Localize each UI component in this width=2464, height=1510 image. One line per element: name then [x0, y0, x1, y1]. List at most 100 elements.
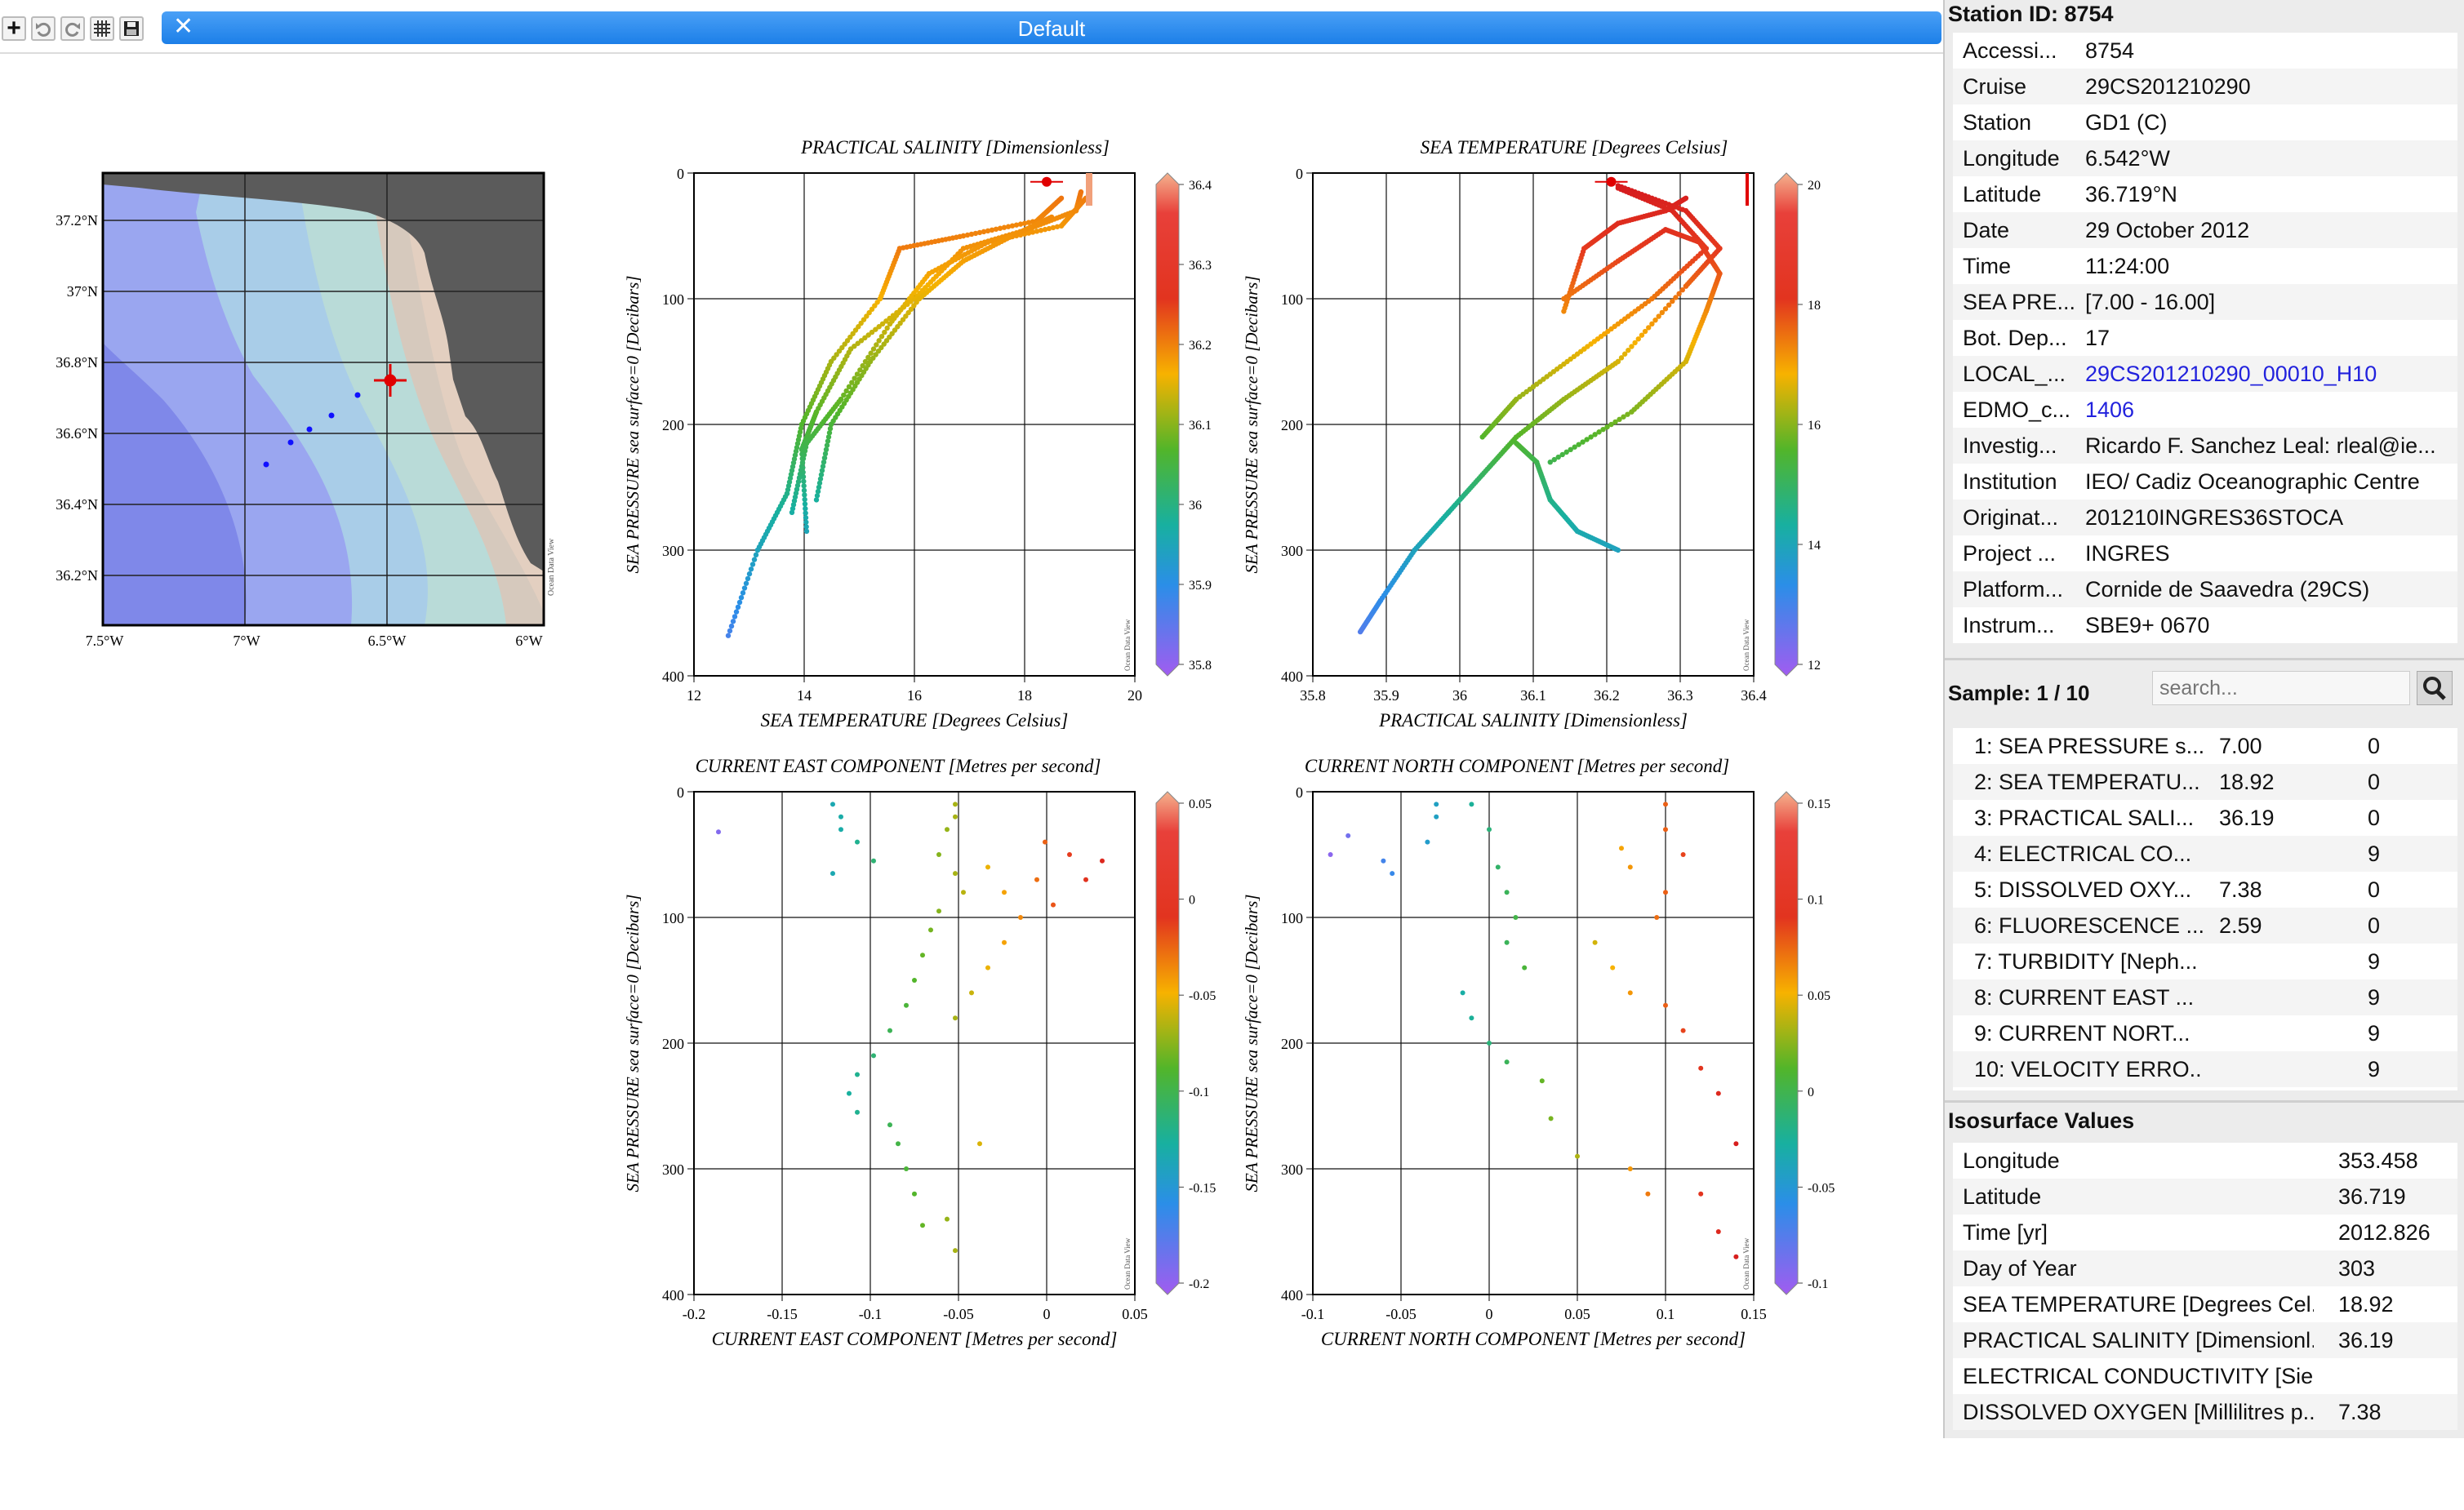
data-point	[985, 239, 991, 245]
station-row[interactable]: Instrum... SBE9+ 0670	[1953, 607, 2457, 643]
grid-icon[interactable]	[90, 16, 114, 41]
station-row[interactable]: Time 11:24:00	[1953, 248, 2457, 284]
data-point	[858, 338, 865, 344]
sample-row-qf: 0	[2368, 770, 2381, 794]
search-icon[interactable]	[2417, 671, 2453, 705]
station-row[interactable]: EDMO_c... 1406	[1953, 392, 2457, 428]
data-point	[1621, 414, 1626, 420]
station-row[interactable]: Bot. Dep... 17	[1953, 320, 2457, 356]
sample-row-label: 10: VELOCITY ERRO...	[1974, 1057, 2203, 1081]
isosurface-row[interactable]: ELECTRICAL CONDUCTIVITY [Sie...	[1953, 1358, 2457, 1394]
data-point	[1649, 321, 1655, 326]
data-point	[1051, 902, 1056, 908]
data-point	[803, 505, 808, 512]
data-point	[1676, 291, 1682, 297]
y-tick-label: 300	[1281, 1161, 1303, 1178]
data-point	[1627, 990, 1633, 996]
station-row[interactable]: Investig... Ricardo F. Sanchez Leal: rlea…	[1953, 428, 2457, 464]
data-point	[1345, 833, 1351, 838]
isosurface-row[interactable]: Latitude 36.719	[1953, 1179, 2457, 1215]
isosurface-row[interactable]: Time [yr] 2012.826	[1953, 1215, 2457, 1250]
data-point	[1663, 890, 1668, 895]
isosurface-row[interactable]: DISSOLVED OXYGEN [Millilitres p... 7.38	[1953, 1394, 2457, 1430]
station-row[interactable]: Latitude 36.719°N	[1953, 176, 2457, 212]
station-link: 1406	[2085, 397, 2135, 422]
data-point	[801, 483, 807, 489]
data-point	[852, 375, 857, 381]
colorbar-tick-label: 35.9	[1189, 579, 1212, 593]
station-row[interactable]: SEA PRE... [7.00 - 16.00]	[1953, 284, 2457, 320]
station-row[interactable]: Cruise 29CS201210290	[1953, 69, 2457, 104]
lat-label: 36.6°N	[56, 425, 98, 442]
y-tick-label: 0	[677, 784, 684, 801]
colorbar	[1155, 172, 1180, 677]
y-axis-label: SEA PRESSURE sea surface=0 [Decibars]	[1242, 276, 1261, 574]
isosurface-row[interactable]: SEA TEMPERATURE [Degrees Cel... 18.92	[1953, 1286, 2457, 1322]
station-row[interactable]: Station GD1 (C)	[1953, 104, 2457, 140]
redo-icon[interactable]	[60, 16, 85, 41]
sample-row[interactable]: 5: DISSOLVED OXY... 7.38 0	[1953, 872, 2457, 908]
data-point	[1575, 1153, 1580, 1159]
sample-row[interactable]: 7: TURBIDITY [Neph... 9	[1953, 944, 2457, 979]
data-point	[802, 492, 807, 498]
data-point	[825, 438, 831, 444]
data-point	[803, 519, 809, 525]
sample-row[interactable]: 6: FLUORESCENCE ... 2.59 0	[1953, 908, 2457, 944]
data-point	[1572, 444, 1577, 450]
data-point	[1617, 416, 1622, 423]
data-point	[1548, 1116, 1554, 1121]
sample-row[interactable]: 9: CURRENT NORT... 9	[1953, 1015, 2457, 1051]
station-map[interactable]: 37.2°N 37°N 36.8°N 36.6°N 36.4°N 36.2°N …	[41, 155, 612, 833]
data-point	[876, 324, 882, 330]
sample-row[interactable]: 10: VELOCITY ERRO... 9	[1953, 1051, 2457, 1087]
station-row[interactable]: Date 29 October 2012	[1953, 212, 2457, 248]
data-point	[1434, 814, 1439, 819]
station-row-label: Station	[1963, 110, 2032, 135]
data-point	[1666, 302, 1672, 308]
sample-row[interactable]: 1: SEA PRESSURE s... 7.00 0	[1953, 728, 2457, 764]
zoom-plus-icon[interactable]: +	[2, 16, 26, 41]
data-point	[1576, 442, 1581, 447]
main-canvas: + ✕ Default	[0, 11, 1943, 1349]
sample-row[interactable]: 3: PRACTICAL SALI... 36.19 0	[1953, 800, 2457, 836]
sample-row[interactable]: 8: CURRENT EAST ... 9	[1953, 979, 2457, 1015]
station-dot	[287, 439, 294, 446]
data-point	[1054, 224, 1061, 229]
station-row[interactable]: LOCAL_... 29CS201210290_00010_H10	[1953, 356, 2457, 392]
isosurface-row[interactable]: PRACTICAL SALINITY [Dimensionl... 36.19	[1953, 1322, 2457, 1358]
undo-icon[interactable]	[31, 16, 56, 41]
station-row[interactable]: Longitude 6.542°W	[1953, 140, 2457, 176]
lon-label: 7.5°W	[86, 633, 124, 649]
data-point	[1559, 451, 1565, 458]
sample-row-label: 4: ELECTRICAL CO...	[1974, 842, 2192, 866]
data-point	[822, 451, 829, 457]
search-input[interactable]	[2152, 671, 2410, 705]
isosurface-row[interactable]: Longitude 353.458	[1953, 1143, 2457, 1179]
data-point	[1652, 317, 1658, 323]
station-row[interactable]: Institution IEO/ Cadiz Oceanographic Cent…	[1953, 464, 2457, 500]
data-point	[827, 425, 834, 432]
data-point	[838, 827, 843, 833]
data-point	[1679, 287, 1685, 293]
station-row-label: Platform...	[1963, 577, 2064, 602]
data-point	[854, 371, 861, 377]
sample-row[interactable]: 2: SEA TEMPERATU... 18.92 0	[1953, 764, 2457, 800]
station-row[interactable]: Accessi... 8754	[1953, 33, 2457, 69]
station-row-label: Bot. Dep...	[1963, 326, 2067, 350]
station-dot	[306, 426, 313, 433]
data-point	[1654, 915, 1660, 920]
station-row[interactable]: Originat... 201210INGRES36STOCA	[1953, 500, 2457, 535]
data-point	[1390, 871, 1395, 877]
station-row[interactable]: Platform... Cornide de Saavedra (29CS)	[1953, 571, 2457, 607]
data-point	[855, 1109, 860, 1115]
station-row[interactable]: Project ... INGRES	[1953, 535, 2457, 571]
sample-row[interactable]: 4: ELECTRICAL CO... 9	[1953, 836, 2457, 872]
colorbar	[1774, 172, 1799, 677]
station-row-label: EDMO_c...	[1963, 397, 2071, 422]
data-point	[920, 953, 925, 958]
isosurface-row[interactable]: Day of Year 303	[1953, 1250, 2457, 1286]
close-icon[interactable]: ✕	[173, 13, 194, 40]
station-dot	[354, 392, 361, 398]
save-icon[interactable]	[119, 16, 144, 41]
sample-header: Sample: 1 / 10	[1948, 681, 2090, 705]
